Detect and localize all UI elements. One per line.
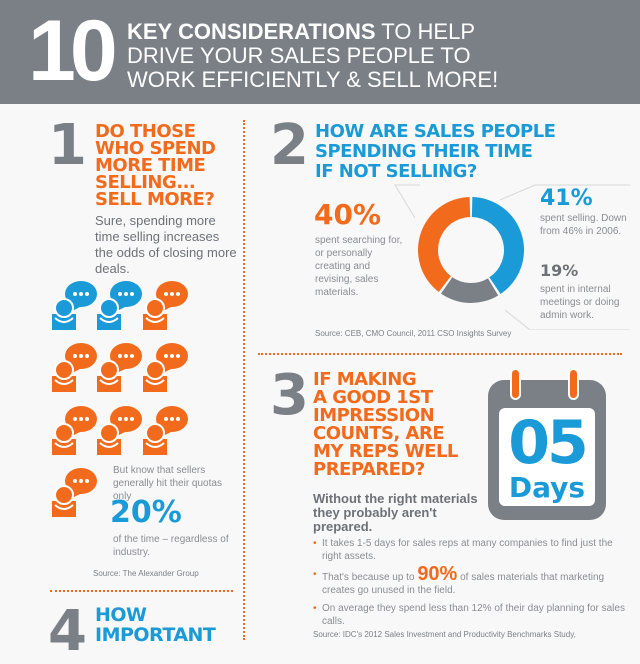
section3-number: 3 [270, 363, 309, 428]
section4-number: 4 [48, 599, 87, 664]
person-speech-bubble-icon [52, 405, 98, 455]
title-line: HOW [95, 604, 147, 626]
bullet-highlight: 90% [417, 563, 458, 585]
title-line-2: DRIVE YOUR SALES PEOPLE TO [127, 43, 471, 68]
slice-label-19: 19% [540, 261, 579, 280]
slice-label-41: 41% [540, 186, 593, 211]
person-speech-bubble-icon [143, 405, 189, 455]
title-line: DO THOSE [95, 121, 196, 142]
slice-label-40: 40% [314, 198, 382, 231]
person-speech-bubble-icon [143, 342, 189, 392]
title-line: MY REPS WELL [313, 441, 458, 462]
title-line: MORE TIME [95, 155, 206, 176]
bullet-item: That's because up to 90% of sales materi… [313, 564, 625, 597]
title-line: SELL MORE? [95, 189, 215, 210]
donut-chart [394, 184, 630, 330]
header-banner: 10 KEY CONSIDERATIONS TO HELP DRIVE YOUR… [0, 0, 640, 104]
quota-intro: But know that sellers generally hit thei… [113, 465, 222, 502]
donut-slice-41 [471, 197, 524, 294]
person-speech-bubble-icon [143, 280, 189, 330]
person-speech-bubble-icon [52, 467, 98, 517]
person-speech-bubble-icon [97, 342, 143, 392]
title-line: SELLING... [95, 172, 196, 193]
horizontal-divider [258, 353, 622, 355]
calendar-unit: Days [508, 471, 586, 504]
title-bold: KEY CONSIDERATIONS [127, 19, 376, 44]
bullet-text: That's because up to [322, 572, 418, 583]
bullet-item: On average they spend less than 12% of t… [313, 602, 625, 628]
horizontal-divider [50, 590, 233, 592]
section4-title: HOW IMPORTANT [95, 604, 216, 646]
vertical-divider [243, 120, 245, 640]
section3-bullets: It takes 1-5 days for sales reps at many… [313, 537, 625, 633]
title-rest: TO HELP [375, 19, 476, 44]
donut-slice-19 [440, 277, 499, 303]
section2-number: 2 [270, 113, 309, 178]
bullet-item: It takes 1-5 days for sales reps at many… [313, 537, 625, 563]
person-speech-bubble-icon [97, 405, 143, 455]
title-line: IMPORTANT [95, 624, 216, 646]
calendar-value: 05 [508, 408, 589, 478]
donut-slice-40 [418, 197, 471, 293]
section2-title: HOW ARE SALES PEOPLE SPENDING THEIR TIME… [315, 121, 556, 182]
section1-source: Source: The Alexander Group [93, 569, 199, 578]
leader-line [499, 184, 630, 201]
quota-value: 20% [110, 495, 182, 530]
section1-body: Sure, spending more time selling increas… [95, 213, 237, 276]
title-line: IF NOT SELLING? [315, 161, 477, 182]
calendar-page: 05 Days [499, 408, 595, 506]
header-title: KEY CONSIDERATIONS TO HELP DRIVE YOUR SA… [127, 20, 498, 92]
person-speech-bubble-icon [97, 280, 143, 330]
calendar-ring [568, 368, 579, 400]
title-line: COUNTS, ARE [313, 423, 445, 444]
section2-source: Source: CEB, CMO Council, 2011 CSO Insig… [315, 329, 512, 338]
slice-text-40: spent searching for, or personally creat… [315, 235, 403, 298]
title-line: IF MAKING [313, 369, 417, 390]
section1-title: DO THOSE WHO SPEND MORE TIME SELLING... … [95, 121, 235, 210]
slice-text-19: spent in internal meetings or doing admi… [540, 284, 620, 321]
calendar-ring [510, 368, 521, 400]
title-line: WHO SPEND [95, 138, 216, 159]
title-line: HOW ARE SALES PEOPLE [315, 121, 556, 142]
leader-line [394, 184, 420, 219]
slice-text-41: spent selling. Down from 46% in 2006. [540, 213, 627, 237]
title-line: PREPARED? [313, 459, 425, 480]
section3-title: IF MAKING A GOOD 1ST IMPRESSION COUNTS, … [313, 371, 458, 479]
quota-after: of the time – regardless of industry. [113, 534, 229, 558]
header-number: 10 [28, 3, 118, 99]
leader-line [504, 309, 630, 330]
section1-number: 1 [48, 113, 87, 178]
title-line-3: WORK EFFICIENTLY & SELL MORE! [127, 67, 499, 92]
section3-source: Source: IDC's 2012 Sales Investment and … [313, 630, 576, 639]
section3-lead: Without the right materials they probabl… [313, 491, 478, 534]
calendar-icon: 05 Days [488, 380, 606, 520]
title-line: SPENDING THEIR TIME [315, 141, 533, 162]
person-speech-bubble-icon [52, 280, 98, 330]
bullet-text: of sales materials that marketing create… [322, 572, 605, 596]
person-speech-bubble-icon [52, 342, 98, 392]
title-line: A GOOD 1ST [313, 387, 433, 408]
title-line: IMPRESSION [313, 405, 435, 426]
